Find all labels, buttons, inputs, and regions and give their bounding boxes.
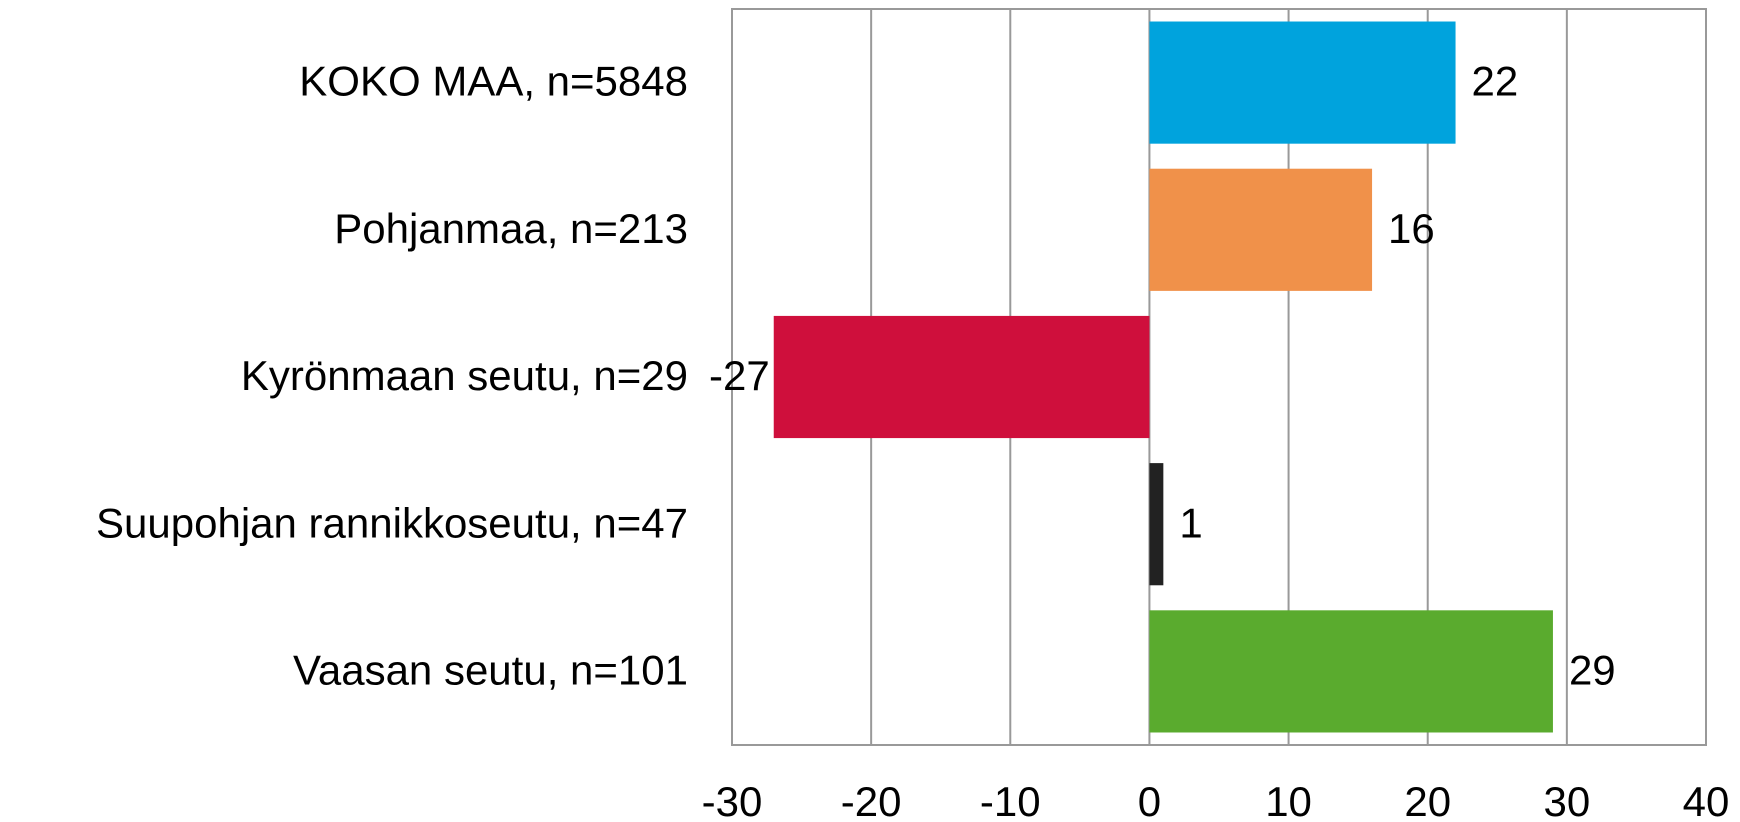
bar: [1149, 168, 1373, 291]
x-tick-label: 20: [1404, 778, 1451, 822]
x-tick-label: 30: [1543, 778, 1590, 822]
bar: [773, 315, 1150, 439]
data-label: 1: [1179, 499, 1202, 546]
data-label: 29: [1569, 646, 1616, 693]
y-tick-label: Vaasan seutu, n=101: [293, 646, 688, 693]
x-tick-label: -20: [841, 778, 902, 822]
x-tick-label: -30: [702, 778, 763, 822]
bar: [1149, 463, 1164, 586]
x-tick-label: -10: [980, 778, 1041, 822]
x-tick-label: 10: [1265, 778, 1312, 822]
y-tick-label: Suupohjan rannikkoseutu, n=47: [96, 499, 688, 546]
y-tick-label: Kyrönmaan seutu, n=29: [241, 352, 688, 399]
data-label: 16: [1388, 205, 1435, 252]
bar: [1149, 21, 1456, 144]
y-tick-label: Pohjanmaa, n=213: [334, 205, 688, 252]
y-tick-label: KOKO MAA, n=5848: [299, 58, 688, 105]
data-label: -27: [709, 352, 770, 399]
x-tick-label: 40: [1683, 778, 1730, 822]
data-label: 22: [1472, 58, 1519, 105]
bar: [1149, 610, 1553, 733]
x-tick-label: 0: [1138, 778, 1161, 822]
